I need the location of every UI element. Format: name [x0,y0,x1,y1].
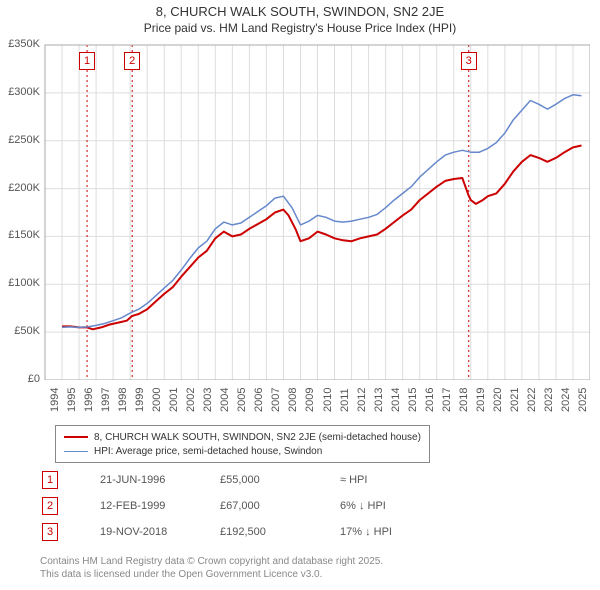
x-axis-label: 2024 [560,388,572,412]
sale-row: 1 21-JUN-1996£55,000≈ HPI [40,470,560,490]
sale-price: £55,000 [220,474,340,486]
sale-hpi: 6% ↓ HPI [340,500,560,512]
x-axis-label: 1995 [66,388,78,412]
sale-date: 12-FEB-1999 [100,500,220,512]
x-axis-label: 2000 [151,388,163,412]
sale-price: £67,000 [220,500,340,512]
chart-container: 8, CHURCH WALK SOUTH, SWINDON, SN2 2JE P… [0,0,600,590]
y-axis-label: £0 [0,373,40,385]
x-axis-label: 2022 [526,388,538,412]
x-axis-label: 2011 [339,388,351,412]
x-axis-label: 2020 [492,388,504,412]
y-axis-label: £50K [0,325,40,337]
sale-marker-1: 1 [79,52,95,70]
legend-label: HPI: Average price, semi-detached house,… [94,446,322,457]
sale-hpi: ≈ HPI [340,474,560,486]
x-axis-label: 1997 [100,388,112,412]
x-axis-label: 2002 [185,388,197,412]
x-axis-label: 2003 [202,388,214,412]
sale-date: 19-NOV-2018 [100,526,220,538]
sale-row-marker: 2 [42,497,58,515]
legend-line-sample [64,436,88,438]
legend-row: HPI: Average price, semi-detached house,… [64,444,421,458]
y-axis-label: £200K [0,182,40,194]
legend-line-sample [64,451,88,452]
x-axis-label: 2004 [219,388,231,412]
x-axis-label: 2013 [373,388,385,412]
sale-row-marker: 3 [42,523,58,541]
x-axis-label: 2025 [577,388,589,412]
x-axis-label: 2005 [236,388,248,412]
x-axis-label: 1994 [49,388,61,412]
x-axis-label: 2021 [509,388,521,412]
x-axis-label: 1998 [117,388,129,412]
sale-marker-3: 3 [461,52,477,70]
x-axis-label: 2001 [168,388,180,412]
x-axis-label: 2010 [322,388,334,412]
x-axis-label: 2009 [304,388,316,412]
x-axis-label: 2018 [458,388,470,412]
x-axis-label: 2008 [287,388,299,412]
x-axis-label: 2023 [543,388,555,412]
x-axis-label: 2019 [475,388,487,412]
sale-row: 2 12-FEB-1999£67,0006% ↓ HPI [40,496,560,516]
x-axis-label: 2007 [270,388,282,412]
sale-price: £192,500 [220,526,340,538]
legend-box: 8, CHURCH WALK SOUTH, SWINDON, SN2 2JE (… [55,425,430,463]
sale-marker-2: 2 [124,52,140,70]
x-axis-label: 1996 [83,388,95,412]
y-axis-label: £100K [0,277,40,289]
y-axis-label: £300K [0,86,40,98]
x-axis-label: 2014 [390,388,402,412]
footer-line1: Contains HM Land Registry data © Crown c… [40,555,580,568]
y-axis-label: £150K [0,229,40,241]
y-axis-label: £350K [0,38,40,50]
footer-line2: This data is licensed under the Open Gov… [40,568,580,581]
legend-row: 8, CHURCH WALK SOUTH, SWINDON, SN2 2JE (… [64,430,421,444]
sale-date: 21-JUN-1996 [100,474,220,486]
sale-row: 3 19-NOV-2018£192,50017% ↓ HPI [40,522,560,542]
x-axis-label: 2015 [407,388,419,412]
x-axis-label: 2017 [441,388,453,412]
sale-row-marker: 1 [42,471,58,489]
footer: Contains HM Land Registry data © Crown c… [40,555,580,581]
x-axis-label: 2016 [424,388,436,412]
y-axis-label: £250K [0,134,40,146]
legend-label: 8, CHURCH WALK SOUTH, SWINDON, SN2 2JE (… [94,432,421,443]
x-axis-label: 1999 [134,388,146,412]
sale-hpi: 17% ↓ HPI [340,526,560,538]
x-axis-label: 2006 [253,388,265,412]
x-axis-label: 2012 [356,388,368,412]
